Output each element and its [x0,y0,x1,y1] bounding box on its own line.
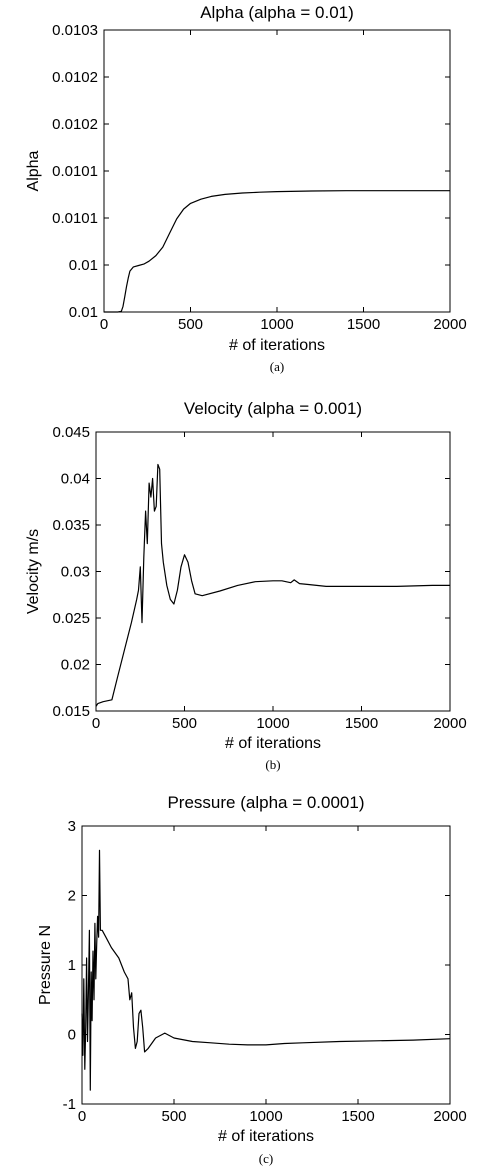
chart-panel-0: Alpha (alpha = 0.01) 0 500 1000 1500 2000 0.01… [25,3,467,374]
x-tick-label: 1500 [345,715,378,732]
y-tick-label: 1 [68,957,76,974]
plot-frame [103,29,451,313]
x-tick-label: 0 [78,1108,86,1125]
chart-title: Velocity (alpha = 0.001) [184,399,362,418]
x-tick-label: 500 [161,1108,186,1125]
y-axis-label: Pressure N [37,925,54,1005]
x-axis-label: # of iterations [229,337,325,354]
y-axis-label: Velocity m/s [25,529,42,614]
y-tick-label: 0.0102 [52,69,98,86]
series-line [104,190,450,313]
y-tick-label: 0.045 [52,424,90,441]
y-tick-label: 3 [68,818,76,835]
x-tick-label: 1000 [249,1108,282,1125]
y-tick-label: 0.01 [69,257,98,274]
x-tick-label: 1500 [341,1108,374,1125]
plot-frame [95,431,451,712]
figure-caption: (b) [265,757,280,772]
x-axis-label: # of iterations [225,735,321,752]
x-tick-label: 500 [172,715,197,732]
chart-title: Alpha (alpha = 0.01) [200,3,354,22]
y-tick-label: 0.0103 [52,22,98,39]
chart-panel-2: Pressure (alpha = 0.0001) 0 500 1000 1500 200… [37,793,467,1166]
x-tick-label: 2000 [433,316,466,333]
y-axis-label: Alpha [25,150,42,191]
y-tick-label: 0.01 [69,304,98,321]
x-tick-label: 1000 [256,715,289,732]
y-tick-label: 0.015 [52,703,90,720]
y-tick-label: -1 [63,1096,76,1113]
x-tick-label: 500 [178,316,203,333]
y-tick-label: 0.03 [61,564,90,581]
x-tick-label: 0 [92,715,100,732]
y-tick-label: 0.0101 [52,210,98,227]
y-tick-label: 0.04 [61,471,90,488]
chart-panel-1: Velocity (alpha = 0.001) 0 500 1000 1500 2000… [25,399,467,772]
x-tick-label: 2000 [433,1108,466,1125]
x-tick-label: 2000 [433,715,466,732]
series-line [81,849,451,1091]
y-tick-label: 0.0101 [52,163,98,180]
x-tick-label: 1000 [260,316,293,333]
chart-title: Pressure (alpha = 0.0001) [167,793,364,812]
figure-caption: (a) [270,359,284,374]
plot-frame [81,825,451,1105]
y-tick-label: 0.025 [52,610,90,627]
y-tick-label: 0 [68,1027,76,1044]
x-tick-label: 1500 [347,316,380,333]
figure-caption: (c) [259,1151,273,1166]
series-line [95,463,450,707]
y-tick-label: 0.02 [61,657,90,674]
y-tick-label: 2 [68,888,76,905]
x-axis-label: # of iterations [218,1128,314,1145]
x-tick-label: 0 [100,316,108,333]
y-tick-label: 0.035 [52,517,90,534]
y-tick-label: 0.0102 [52,116,98,133]
